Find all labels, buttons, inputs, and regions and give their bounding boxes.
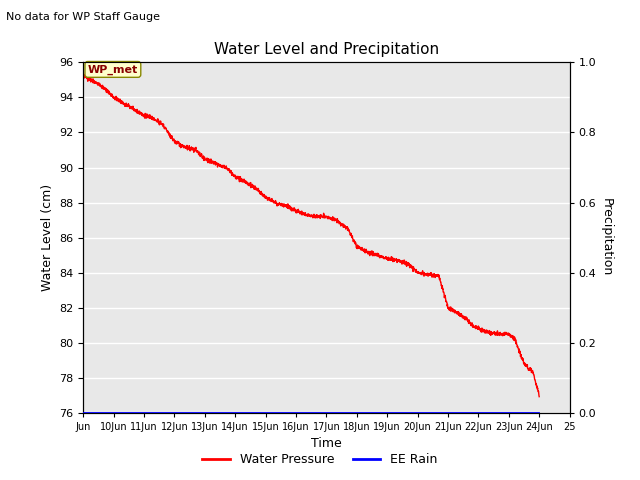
Y-axis label: Water Level (cm): Water Level (cm) <box>41 184 54 291</box>
Title: Water Level and Precipitation: Water Level and Precipitation <box>214 42 439 57</box>
X-axis label: Time: Time <box>311 437 342 450</box>
Text: WP_met: WP_met <box>88 64 138 74</box>
Legend: Water Pressure, EE Rain: Water Pressure, EE Rain <box>197 448 443 471</box>
Text: No data for WP Staff Gauge: No data for WP Staff Gauge <box>6 12 161 22</box>
Y-axis label: Precipitation: Precipitation <box>600 198 613 277</box>
